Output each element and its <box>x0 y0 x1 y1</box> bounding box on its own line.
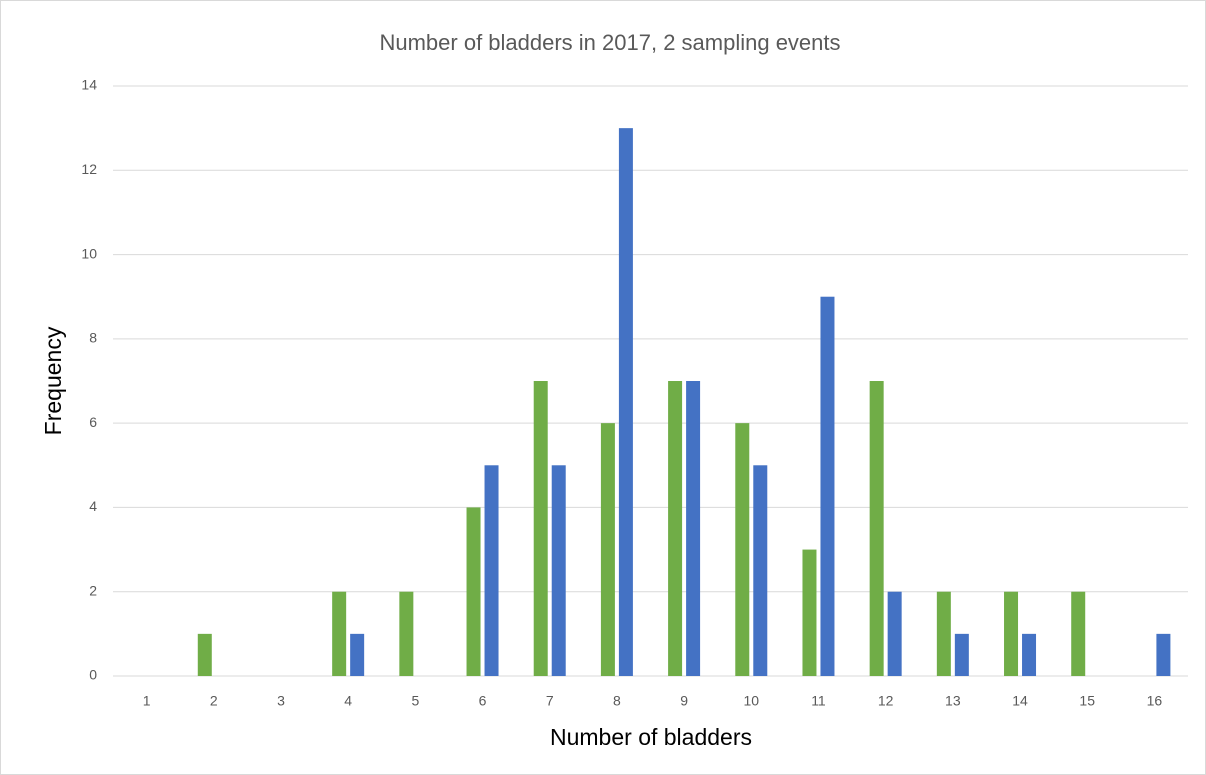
x-tick-label: 4 <box>344 693 352 709</box>
bar <box>802 549 817 676</box>
y-tick-label: 4 <box>89 498 97 514</box>
y-tick-label: 2 <box>89 582 97 598</box>
x-tick-label: 13 <box>945 693 961 709</box>
x-tick-label: 7 <box>546 693 554 709</box>
bar <box>1004 591 1019 676</box>
x-tick-label: 12 <box>878 693 894 709</box>
y-tick-label: 8 <box>89 330 97 346</box>
x-tick-label: 14 <box>1012 693 1028 709</box>
bar <box>1156 633 1171 676</box>
bar <box>887 591 902 676</box>
bar <box>466 507 481 676</box>
bar <box>350 633 365 676</box>
bar <box>618 128 633 677</box>
x-tick-label: 9 <box>680 693 688 709</box>
bar <box>686 381 701 676</box>
x-tick-label: 1 <box>143 693 151 709</box>
bar <box>869 381 884 676</box>
y-tick-label: 14 <box>81 77 97 93</box>
bar <box>753 465 768 676</box>
y-tick-label: 0 <box>89 667 97 683</box>
bar <box>484 465 499 676</box>
x-tick-label: 6 <box>479 693 487 709</box>
bar <box>735 423 750 676</box>
bar <box>1022 633 1037 676</box>
x-tick-label: 5 <box>411 693 419 709</box>
x-axis-label: Number of bladders <box>550 724 752 750</box>
x-tick-label: 3 <box>277 693 285 709</box>
x-tick-label: 8 <box>613 693 621 709</box>
y-axis-label: Frequency <box>40 326 66 435</box>
y-tick-label: 12 <box>81 161 97 177</box>
bar <box>954 633 969 676</box>
chart-title: Number of bladders in 2017, 2 sampling e… <box>379 30 840 55</box>
x-tick-label: 16 <box>1147 693 1163 709</box>
bar <box>1071 591 1086 676</box>
bar <box>820 296 835 676</box>
bar <box>600 423 615 676</box>
bar <box>399 591 414 676</box>
bar <box>668 381 683 676</box>
y-tick-label: 6 <box>89 414 97 430</box>
x-tick-label: 2 <box>210 693 218 709</box>
x-tick-label: 15 <box>1079 693 1095 709</box>
bar <box>197 633 212 676</box>
x-tick-label: 10 <box>743 693 759 709</box>
bar <box>551 465 566 676</box>
y-tick-label: 10 <box>81 245 97 261</box>
x-tick-label: 11 <box>811 693 826 709</box>
bar <box>533 381 548 676</box>
bar <box>332 591 347 676</box>
bar <box>936 591 951 676</box>
